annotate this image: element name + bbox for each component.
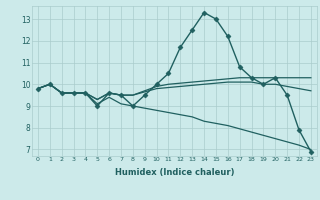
X-axis label: Humidex (Indice chaleur): Humidex (Indice chaleur) xyxy=(115,168,234,177)
